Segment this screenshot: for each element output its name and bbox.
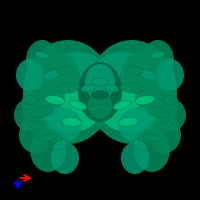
Ellipse shape	[147, 106, 169, 118]
Ellipse shape	[98, 104, 112, 112]
Ellipse shape	[16, 59, 44, 91]
Ellipse shape	[56, 83, 80, 93]
Ellipse shape	[51, 142, 79, 174]
Ellipse shape	[157, 121, 173, 129]
Ellipse shape	[81, 84, 95, 92]
Ellipse shape	[57, 66, 73, 74]
Ellipse shape	[118, 107, 162, 143]
Ellipse shape	[135, 67, 175, 117]
Ellipse shape	[26, 40, 58, 80]
Ellipse shape	[91, 90, 109, 99]
Ellipse shape	[30, 50, 80, 110]
Ellipse shape	[87, 40, 177, 144]
Ellipse shape	[156, 59, 184, 91]
Ellipse shape	[27, 121, 43, 129]
Ellipse shape	[151, 51, 165, 59]
Ellipse shape	[35, 51, 49, 59]
Ellipse shape	[22, 95, 38, 105]
Ellipse shape	[127, 66, 143, 74]
Ellipse shape	[31, 106, 53, 118]
Ellipse shape	[62, 117, 82, 127]
Ellipse shape	[53, 140, 67, 150]
Ellipse shape	[120, 50, 170, 110]
Ellipse shape	[120, 83, 144, 93]
Ellipse shape	[158, 99, 186, 131]
Ellipse shape	[121, 142, 149, 174]
Ellipse shape	[113, 100, 131, 110]
Ellipse shape	[85, 64, 115, 100]
Ellipse shape	[142, 40, 174, 80]
Ellipse shape	[133, 140, 147, 150]
Ellipse shape	[118, 117, 138, 127]
Ellipse shape	[19, 117, 51, 153]
Ellipse shape	[143, 134, 161, 142]
Ellipse shape	[44, 88, 100, 132]
Ellipse shape	[90, 52, 154, 108]
Ellipse shape	[118, 70, 178, 140]
Ellipse shape	[149, 117, 181, 153]
Ellipse shape	[100, 88, 156, 132]
Ellipse shape	[43, 70, 61, 80]
Ellipse shape	[39, 134, 57, 142]
Ellipse shape	[30, 128, 66, 172]
Ellipse shape	[105, 84, 119, 92]
Ellipse shape	[22, 70, 82, 140]
Ellipse shape	[134, 128, 170, 172]
Ellipse shape	[14, 99, 42, 131]
Ellipse shape	[88, 104, 102, 112]
Ellipse shape	[88, 91, 112, 119]
Ellipse shape	[46, 52, 110, 108]
Ellipse shape	[23, 40, 113, 144]
Ellipse shape	[162, 95, 178, 105]
Ellipse shape	[45, 95, 65, 105]
Ellipse shape	[78, 62, 122, 122]
Ellipse shape	[25, 67, 65, 117]
Ellipse shape	[38, 107, 82, 143]
Ellipse shape	[139, 70, 157, 80]
Ellipse shape	[69, 100, 87, 110]
Ellipse shape	[135, 95, 155, 105]
Ellipse shape	[92, 78, 108, 86]
